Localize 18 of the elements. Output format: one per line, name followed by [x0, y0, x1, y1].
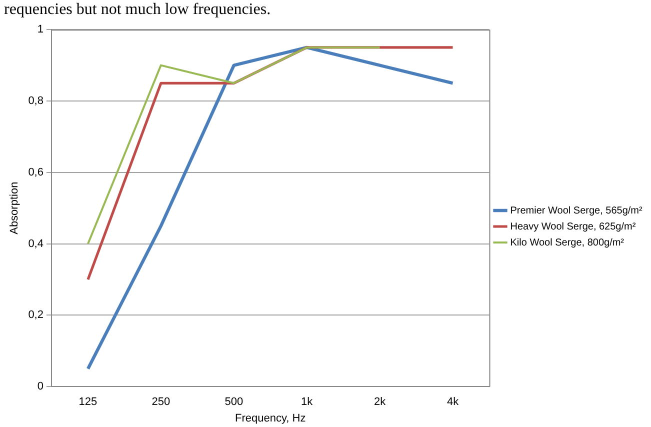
legend-label: Kilo Wool Serge, 800g/m²: [510, 237, 625, 248]
y-tick-label: 0,4: [28, 238, 44, 250]
x-tick-label: 250: [152, 396, 170, 408]
x-tick-label: 1k: [301, 396, 314, 408]
x-tick-label: 500: [224, 396, 244, 408]
x-axis-title: Frequency, Hz: [235, 412, 306, 424]
y-axis-title: Absorption: [8, 182, 21, 234]
y-tick-label: 0,6: [28, 166, 44, 178]
y-tick-label: 0,2: [28, 309, 44, 322]
y-tick-label: 1: [37, 24, 44, 36]
text: requencies but not much low frequencies.: [3, 0, 272, 20]
x-tick-label: 4k: [446, 396, 460, 408]
legend-label: Premier Wool Serge, 565g/m²: [510, 205, 644, 216]
y-tick-label: 0,8: [28, 95, 44, 108]
x-tick-label: 2k: [374, 396, 386, 408]
x-tick-label: 125: [78, 396, 98, 408]
y-tick-label: 0: [37, 380, 44, 393]
legend-label: Heavy Wool Serge, 625g/m²: [510, 221, 636, 232]
